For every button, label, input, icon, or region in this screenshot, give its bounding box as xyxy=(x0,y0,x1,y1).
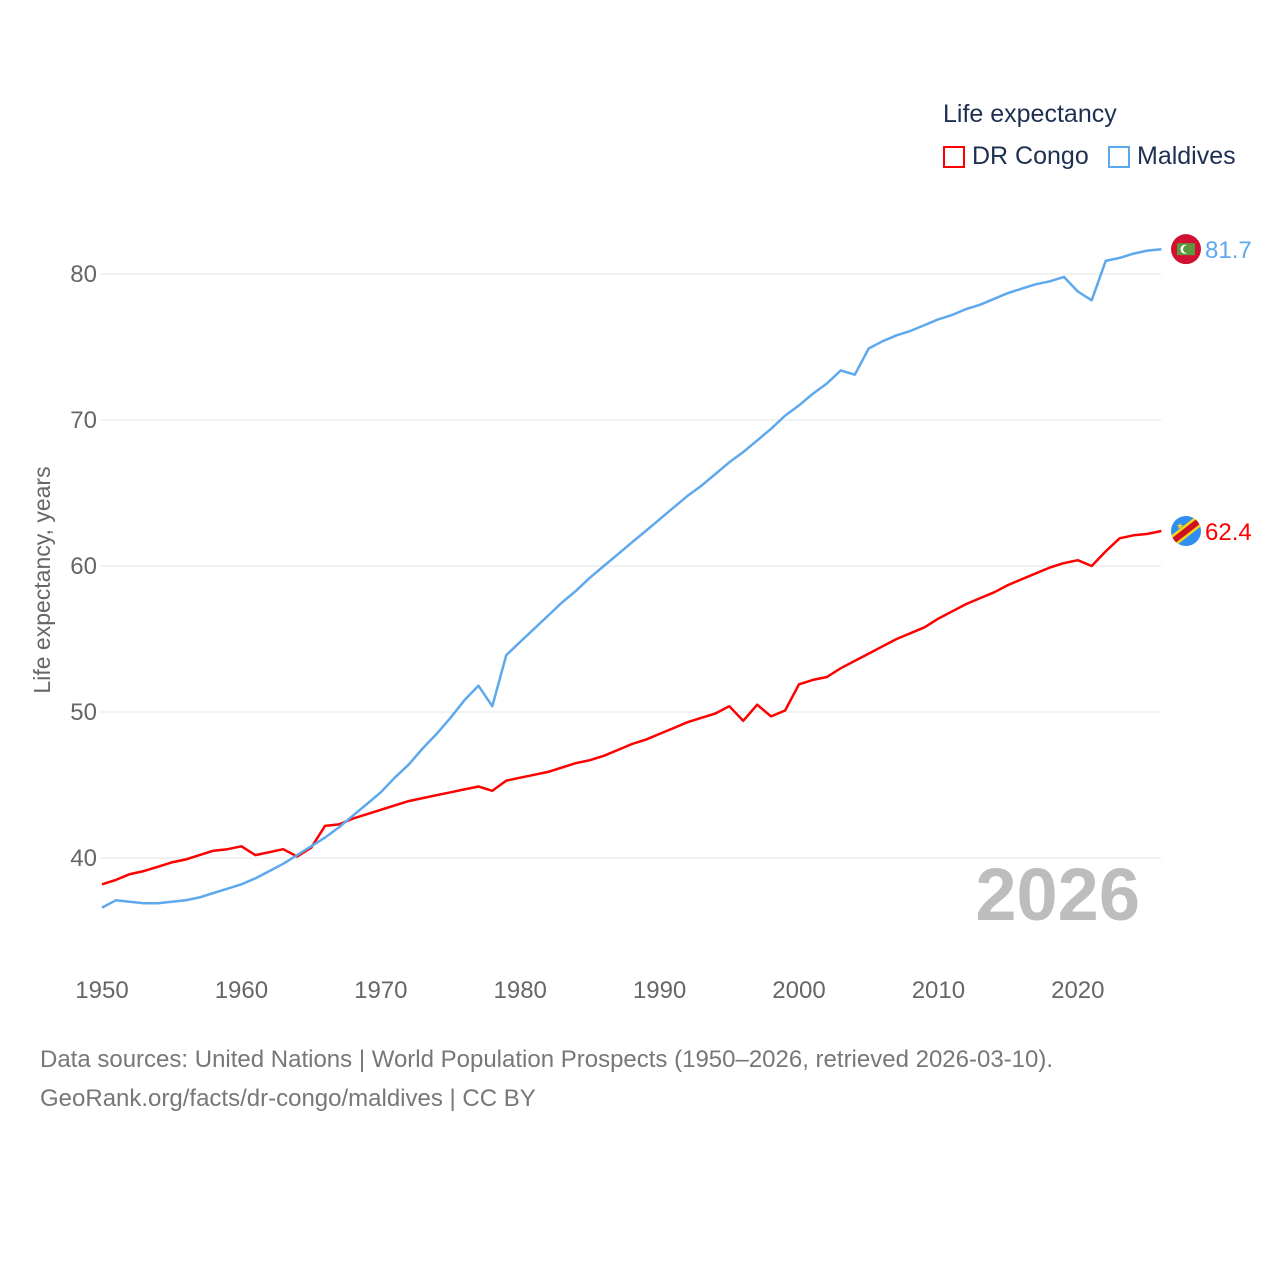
y-tick-label: 50 xyxy=(70,699,97,726)
y-tick-label: 60 xyxy=(70,553,97,580)
legend-label: Maldives xyxy=(1137,142,1236,170)
y-axis-label: Life expectancy, years xyxy=(29,466,55,693)
x-tick-label: 2020 xyxy=(1051,977,1104,1004)
series-line-maldives xyxy=(101,247,1162,909)
end-value-label: 62.4 xyxy=(1205,519,1252,546)
star-icon: ★ xyxy=(1176,521,1184,531)
legend-swatch xyxy=(1108,145,1130,168)
x-tick-label: 1970 xyxy=(354,977,407,1004)
year-watermark: 2026 xyxy=(975,853,1140,936)
x-tick-label: 1960 xyxy=(215,977,268,1004)
x-tick-label: 2010 xyxy=(912,977,965,1004)
source-line: Data sources: United Nations | World Pop… xyxy=(40,1046,1054,1073)
series-line-dr-congo xyxy=(101,529,1162,886)
x-tick-label: 1990 xyxy=(633,977,686,1004)
dr-congo-flag-icon: ★ xyxy=(1171,515,1201,546)
legend-item-maldives[interactable]: Maldives xyxy=(1108,142,1236,171)
legend-title: Life expectancy xyxy=(943,100,1117,128)
x-tick-label: 1950 xyxy=(75,977,128,1004)
x-tick-label: 1980 xyxy=(494,977,547,1004)
source-link[interactable]: GeoRank.org/facts/dr-congo/maldives | CC… xyxy=(40,1085,536,1112)
legend-label: DR Congo xyxy=(972,142,1089,170)
y-tick-label: 80 xyxy=(70,261,97,288)
legend-swatch xyxy=(943,145,965,168)
crescent-cut xyxy=(1183,245,1191,254)
legend-item-dr-congo[interactable]: DR Congo xyxy=(943,142,1089,171)
y-tick-label: 40 xyxy=(70,845,97,872)
y-tick-label: 70 xyxy=(70,407,97,434)
x-tick-label: 2000 xyxy=(772,977,825,1004)
end-value-label: 81.7 xyxy=(1205,237,1252,264)
